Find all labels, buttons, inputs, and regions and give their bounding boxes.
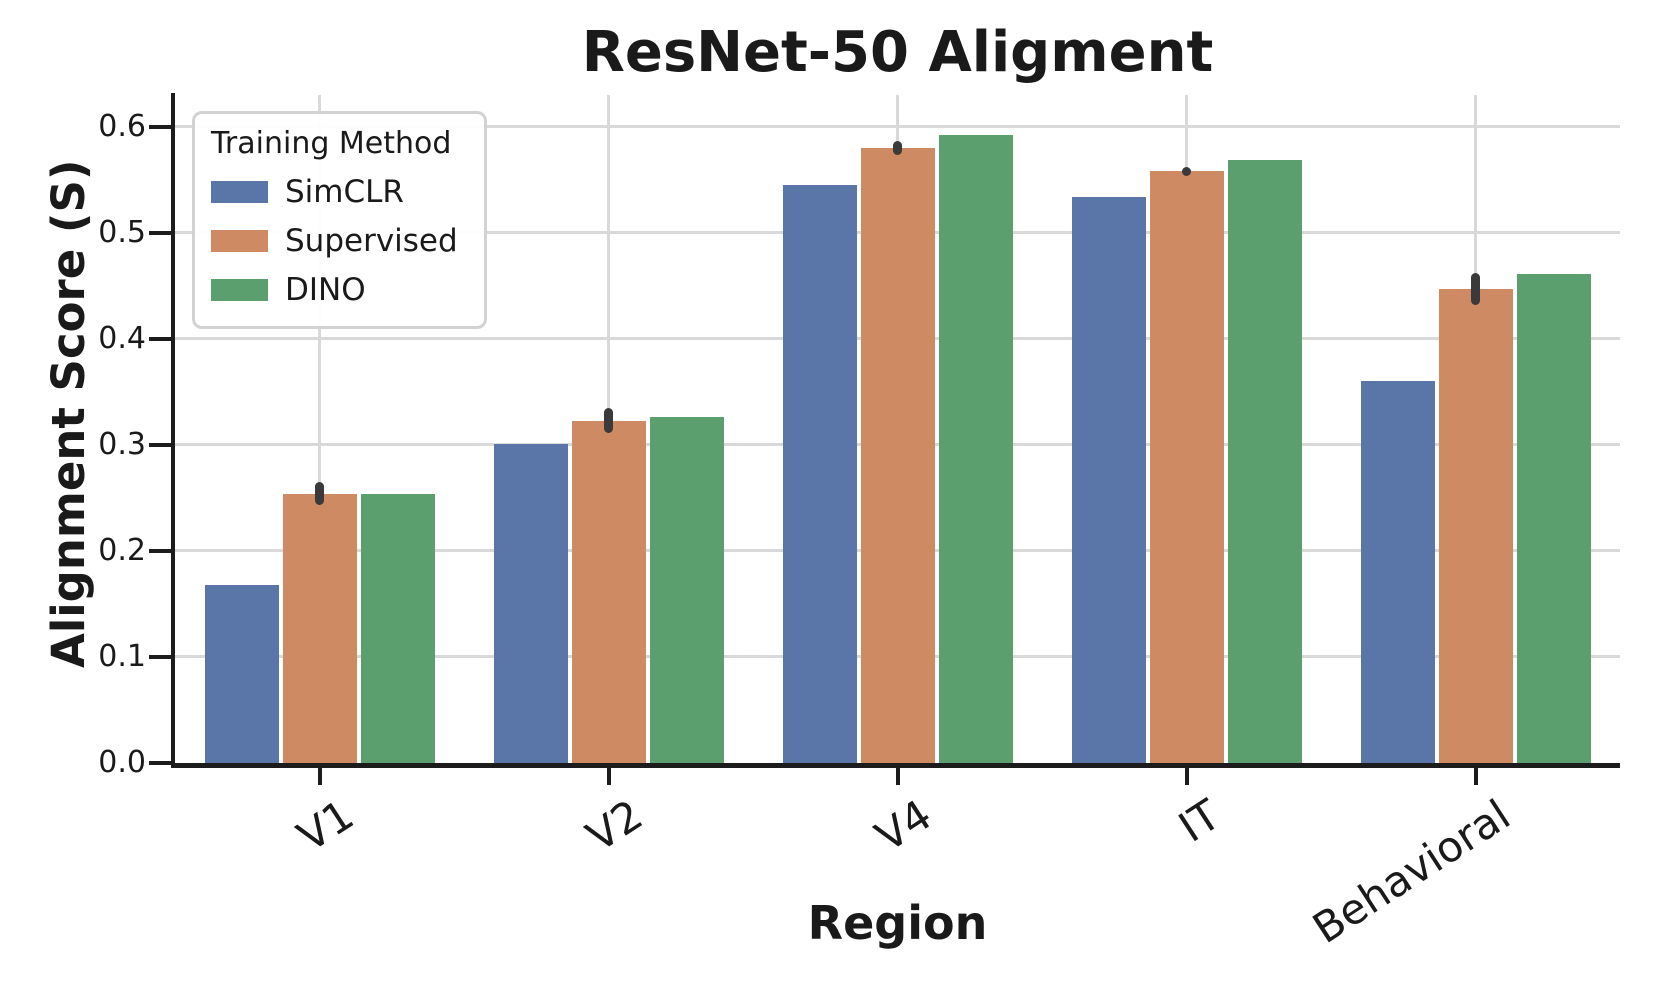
bar-simclr-v1: [204, 584, 279, 763]
legend-swatch-supervised: [211, 230, 268, 252]
chart-title: ResNet-50 Aligment: [581, 20, 1214, 85]
y-tick-mark: [149, 761, 175, 765]
bar-supervised-behavioral: [1438, 289, 1513, 763]
legend-label-dino: DINO: [285, 272, 366, 308]
plot-area: [171, 93, 1620, 768]
bar-simclr-v4: [782, 185, 857, 763]
bar-dino-v1: [360, 493, 435, 763]
y-tick-mark: [149, 230, 175, 235]
x-tick-label: V1: [288, 790, 363, 862]
y-tick-mark: [149, 124, 175, 129]
bar-dino-v4: [938, 135, 1013, 763]
legend-item-supervised: Supervised: [211, 223, 458, 259]
y-tick-label: 0.0: [98, 745, 146, 780]
legend-item-dino: DINO: [211, 272, 458, 308]
x-axis-spine: [171, 763, 1620, 768]
bar-simclr-it: [1071, 196, 1146, 763]
legend-item-simclr: SimCLR: [211, 174, 458, 210]
y-tick-label: 0.1: [98, 638, 146, 674]
x-tick-mark: [1473, 766, 1478, 785]
y-axis-spine: [171, 93, 175, 768]
legend-swatch-simclr: [211, 181, 268, 203]
bar-dino-v2: [649, 417, 724, 763]
bar-supervised-v2: [571, 420, 646, 763]
x-tick-label: IT: [1170, 790, 1230, 852]
x-tick-label: V2: [577, 790, 652, 862]
gridline-vertical: [318, 95, 321, 763]
bar-simclr-behavioral: [1360, 381, 1435, 763]
x-tick-mark: [606, 766, 611, 785]
y-tick-label: 0.3: [98, 426, 146, 462]
legend-title: Training Method: [211, 126, 452, 161]
bar-dino-behavioral: [1516, 274, 1591, 763]
x-tick-mark: [1184, 766, 1189, 785]
error-bar-supervised-v2: [604, 407, 613, 434]
bar-supervised-v1: [282, 493, 357, 763]
error-bar-supervised-v1: [315, 482, 324, 506]
y-tick-label: 0.6: [98, 108, 146, 144]
x-axis-label: Region: [807, 896, 988, 950]
x-tick-mark: [317, 766, 322, 785]
legend: Training Method SimCLR Supervised DINO: [192, 111, 487, 329]
error-bar-supervised-it: [1182, 167, 1191, 176]
y-tick-label: 0.4: [98, 320, 146, 356]
error-bar-supervised-v4: [893, 140, 902, 156]
y-tick-mark: [149, 336, 175, 341]
y-tick-mark: [149, 548, 175, 553]
error-bar-supervised-behavioral: [1471, 273, 1480, 305]
bar-supervised-v4: [860, 148, 935, 763]
legend-swatch-dino: [211, 279, 268, 301]
legend-label-simclr: SimCLR: [285, 174, 404, 210]
bar-supervised-it: [1149, 171, 1224, 763]
y-tick-label: 0.2: [98, 532, 146, 568]
bar-dino-it: [1227, 159, 1302, 763]
y-tick-label: 0.5: [98, 214, 146, 250]
bar-simclr-v2: [493, 443, 568, 763]
legend-items: SimCLR Supervised DINO: [211, 174, 458, 308]
legend-label-supervised: Supervised: [285, 223, 458, 259]
x-tick-mark: [895, 766, 900, 785]
y-tick-mark: [149, 654, 175, 659]
x-tick-label: V4: [866, 790, 941, 862]
y-tick-mark: [149, 442, 175, 447]
